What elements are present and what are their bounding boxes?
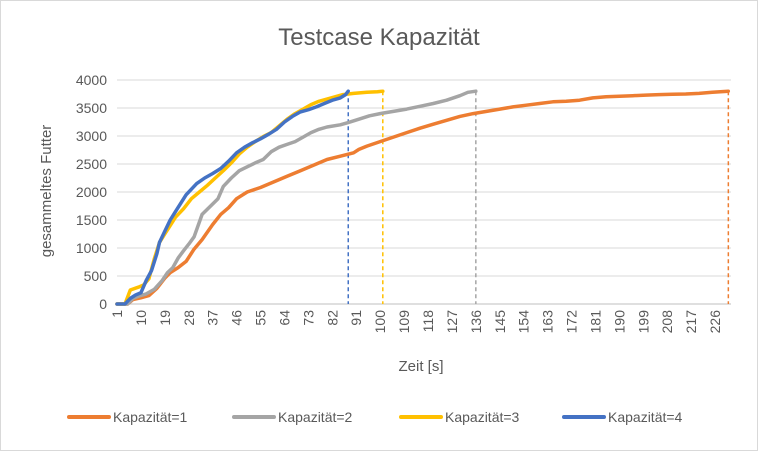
y-tick-label: 0 [99, 296, 107, 312]
x-tick-label: 199 [635, 310, 651, 334]
x-tick-label: 145 [492, 310, 508, 334]
x-tick-label: 208 [659, 310, 675, 334]
x-tick-label: 154 [516, 310, 532, 334]
drop-lines [347, 91, 730, 304]
x-tick-label: 46 [229, 310, 245, 326]
series-line-1 [115, 89, 731, 306]
x-tick-label: 64 [276, 310, 292, 326]
x-tick-label: 82 [324, 310, 340, 326]
x-tick-label: 127 [444, 310, 460, 334]
series-line-4 [115, 89, 350, 306]
x-tick-label: 10 [133, 310, 149, 326]
y-axis-ticks: 0 500 1000 1500 2000 2500 3000 3500 4000 [76, 72, 107, 312]
y-tick-label: 3000 [76, 128, 107, 144]
x-tick-label: 28 [181, 310, 197, 326]
legend-label: Kapazität=1 [113, 409, 188, 425]
series-line-2 [115, 89, 478, 306]
legend-label: Kapazität=2 [278, 409, 353, 425]
legend-item-1: Kapazität=1 [67, 409, 188, 425]
y-axis-title: gesammeltes Futter [38, 125, 55, 258]
x-tick-label: 1 [109, 310, 125, 318]
x-tick-label: 37 [205, 310, 221, 326]
legend-item-4: Kapazität=4 [562, 409, 683, 425]
legend-label: Kapazität=4 [608, 409, 683, 425]
x-tick-label: 181 [587, 310, 603, 334]
legend: Kapazität=1 Kapazität=2 Kapazität=3 Kapazit… [67, 409, 683, 425]
x-tick-label: 73 [300, 310, 316, 326]
x-tick-label: 163 [540, 310, 556, 334]
x-tick-label: 91 [348, 310, 364, 326]
legend-item-2: Kapazität=2 [232, 409, 353, 425]
x-tick-label: 226 [707, 310, 723, 334]
legend-item-3: Kapazität=3 [399, 409, 520, 425]
grid-layer [117, 79, 731, 305]
y-tick-label: 4000 [76, 72, 107, 88]
x-axis-ticks: 1 10 19 28 37 46 55 64 73 82 91 100 109 118 127 136 145 1… [109, 310, 723, 334]
series-layer [115, 89, 731, 306]
x-tick-label: 19 [157, 310, 173, 326]
y-tick-label: 2000 [76, 184, 107, 200]
y-tick-label: 2500 [76, 156, 107, 172]
y-tick-label: 3500 [76, 100, 107, 116]
x-tick-label: 109 [396, 310, 412, 334]
x-tick-label: 118 [420, 310, 436, 333]
x-tick-label: 172 [564, 310, 580, 334]
chart-title: Testcase Kapazität [278, 24, 480, 51]
x-tick-label: 136 [468, 310, 484, 334]
x-tick-label: 100 [372, 310, 388, 334]
y-tick-label: 500 [84, 268, 108, 284]
legend-label: Kapazität=3 [445, 409, 520, 425]
y-tick-label: 1500 [76, 212, 107, 228]
y-tick-label: 1000 [76, 240, 107, 256]
x-axis-title: Zeit [s] [398, 358, 443, 375]
x-tick-label: 55 [253, 310, 269, 326]
x-tick-label: 217 [683, 310, 699, 334]
x-tick-label: 190 [611, 310, 627, 334]
